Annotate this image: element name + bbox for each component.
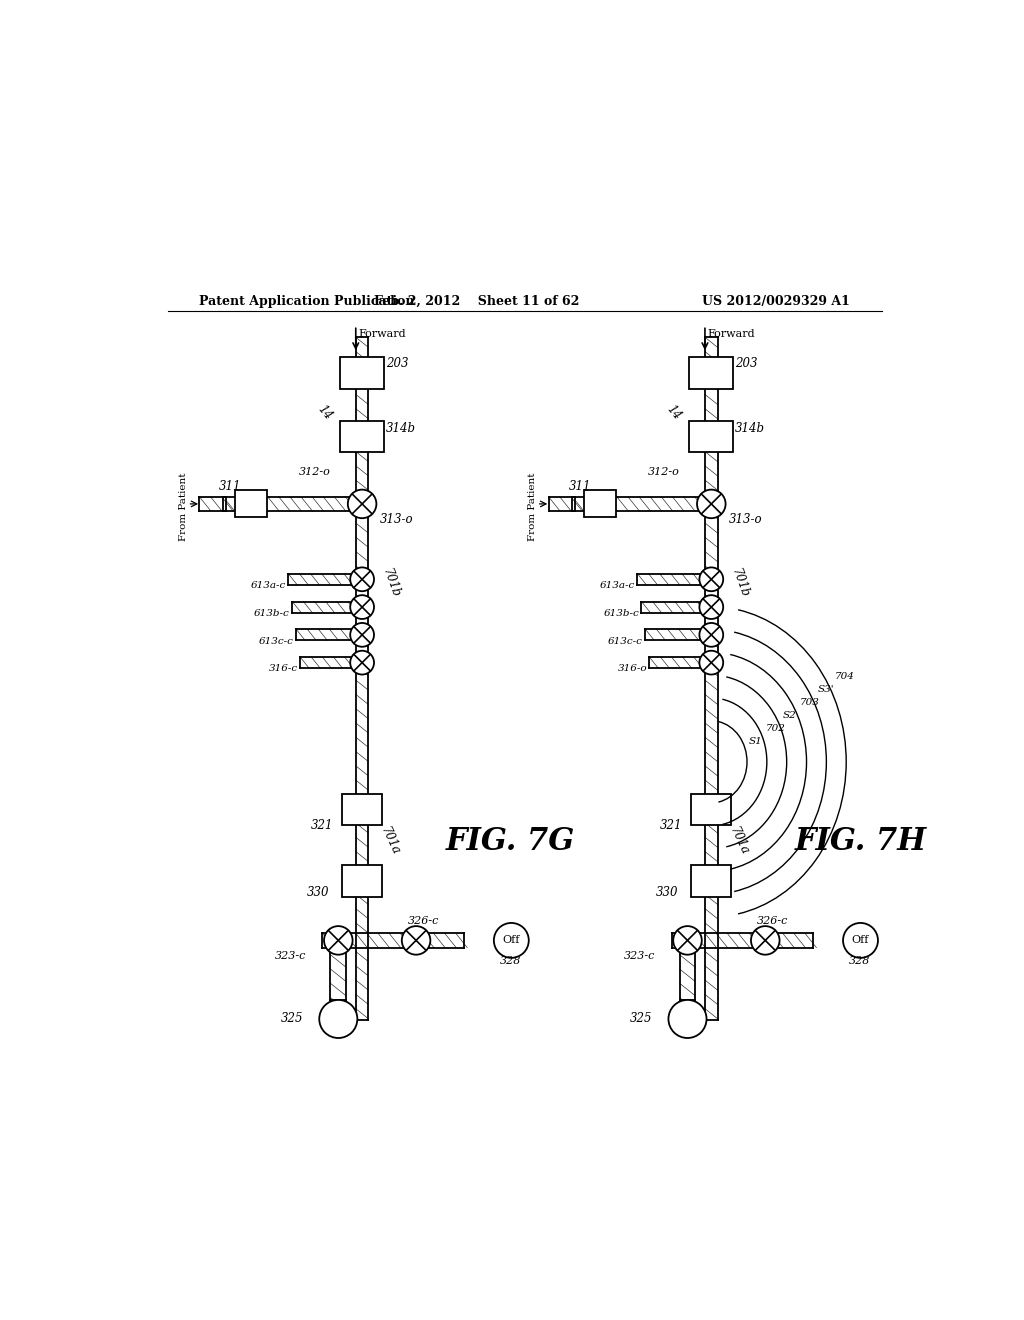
Text: Patent Application Publication: Patent Application Publication — [200, 296, 415, 308]
Text: S1: S1 — [749, 737, 762, 746]
Text: 613b-c: 613b-c — [603, 609, 639, 618]
Text: 312-o: 312-o — [648, 467, 680, 477]
Text: 328: 328 — [849, 956, 870, 966]
Circle shape — [699, 623, 723, 647]
Text: FIG. 7G: FIG. 7G — [445, 826, 574, 857]
Text: 326-c: 326-c — [409, 916, 439, 927]
Text: 311: 311 — [219, 480, 242, 492]
Text: 203: 203 — [386, 356, 409, 370]
Text: 314b: 314b — [735, 422, 765, 436]
Bar — [340, 358, 384, 389]
Circle shape — [751, 927, 779, 954]
Text: 316-o: 316-o — [617, 664, 647, 673]
Circle shape — [401, 927, 430, 954]
Text: S2: S2 — [783, 710, 797, 719]
Text: 701a: 701a — [378, 825, 402, 857]
Circle shape — [699, 651, 723, 675]
Text: 701a: 701a — [727, 825, 752, 857]
Text: 313-o: 313-o — [729, 513, 763, 527]
Text: US 2012/0029329 A1: US 2012/0029329 A1 — [702, 296, 850, 308]
Text: Forward: Forward — [708, 329, 755, 339]
Bar — [342, 793, 382, 825]
Text: 14: 14 — [664, 403, 683, 422]
Text: 328: 328 — [500, 956, 521, 966]
Text: Off: Off — [503, 936, 520, 945]
Text: 613a-c: 613a-c — [600, 581, 635, 590]
Circle shape — [699, 568, 723, 591]
Text: 323-c: 323-c — [274, 952, 306, 961]
Circle shape — [350, 651, 374, 675]
Text: 702: 702 — [766, 723, 785, 733]
Text: 312-o: 312-o — [299, 467, 331, 477]
Circle shape — [324, 927, 352, 954]
Text: 316-c: 316-c — [268, 664, 298, 673]
Text: Feb. 2, 2012    Sheet 11 of 62: Feb. 2, 2012 Sheet 11 of 62 — [375, 296, 580, 308]
Circle shape — [348, 490, 377, 519]
Circle shape — [319, 1001, 357, 1038]
Text: FIG. 7H: FIG. 7H — [795, 826, 927, 857]
Text: 613b-c: 613b-c — [254, 609, 290, 618]
Text: From Patient: From Patient — [179, 473, 188, 541]
Text: 325: 325 — [631, 1012, 653, 1026]
Bar — [585, 491, 616, 517]
Text: 325: 325 — [282, 1012, 304, 1026]
Circle shape — [697, 490, 726, 519]
Text: Forward: Forward — [358, 329, 406, 339]
Bar — [342, 865, 382, 896]
Circle shape — [843, 923, 878, 958]
Bar — [340, 421, 384, 453]
Text: 613c-c: 613c-c — [259, 636, 294, 645]
Text: 330: 330 — [306, 886, 329, 899]
Circle shape — [350, 568, 374, 591]
Circle shape — [350, 595, 374, 619]
Text: 330: 330 — [655, 886, 678, 899]
Bar — [691, 793, 731, 825]
Text: 313-o: 313-o — [380, 513, 414, 527]
Bar — [689, 358, 733, 389]
Text: 203: 203 — [735, 356, 758, 370]
Bar — [689, 421, 733, 453]
Text: 14: 14 — [314, 403, 334, 422]
Text: 321: 321 — [659, 818, 682, 832]
Circle shape — [494, 923, 528, 958]
Text: 326-c: 326-c — [758, 916, 788, 927]
Text: 311: 311 — [568, 480, 591, 492]
Text: 704: 704 — [835, 672, 854, 681]
Text: 703: 703 — [800, 698, 820, 706]
Circle shape — [669, 1001, 707, 1038]
Text: 314b: 314b — [386, 422, 416, 436]
Text: Off: Off — [852, 936, 869, 945]
Bar — [691, 865, 731, 896]
Circle shape — [699, 595, 723, 619]
Circle shape — [673, 927, 701, 954]
Text: From Patient: From Patient — [528, 473, 538, 541]
Text: 701b: 701b — [380, 568, 402, 599]
Text: 321: 321 — [310, 818, 333, 832]
Text: 701b: 701b — [729, 568, 752, 599]
Text: 613a-c: 613a-c — [251, 581, 286, 590]
Text: 613c-c: 613c-c — [608, 636, 643, 645]
Text: S3': S3' — [817, 685, 834, 694]
Bar — [236, 491, 267, 517]
Circle shape — [350, 623, 374, 647]
Text: 323-c: 323-c — [624, 952, 655, 961]
